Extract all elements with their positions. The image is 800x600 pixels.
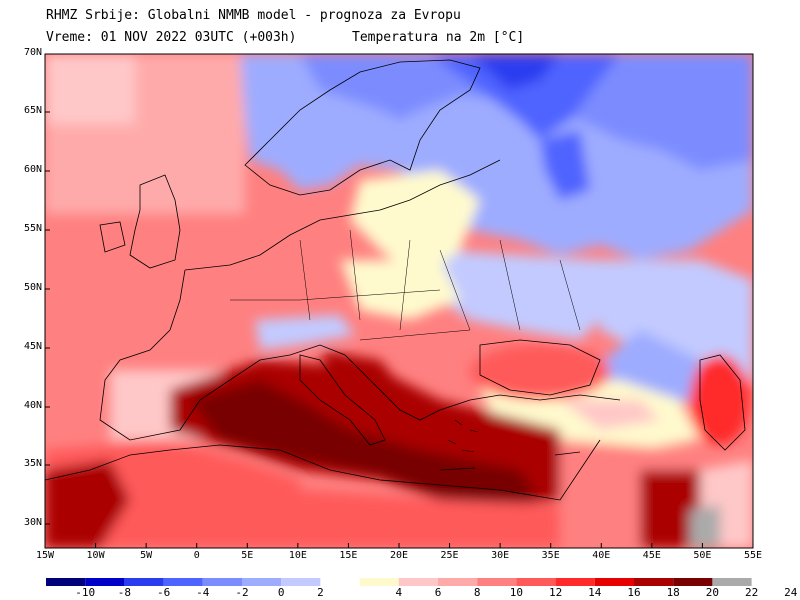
lat-label: 50N [23, 282, 42, 293]
lon-label: 35E [541, 550, 560, 561]
lat-label: 70N [23, 47, 42, 58]
temperature-legend [46, 578, 752, 586]
legend-swatch [242, 578, 282, 586]
legend-tick-label: 14 [588, 586, 602, 599]
lon-label: 25E [440, 550, 459, 561]
legend-swatch [163, 578, 203, 586]
legend-swatch [477, 578, 517, 586]
legend-swatch [634, 578, 674, 586]
lon-label: 40E [592, 550, 611, 561]
legend-tick-label: -8 [117, 586, 132, 599]
legend-tick-label: 8 [473, 586, 481, 599]
lon-label: 0 [193, 550, 200, 561]
legend-tick-label: -10 [75, 586, 96, 599]
legend-swatch [673, 578, 713, 586]
axis-ticks [44, 53, 754, 548]
legend-tick-label: 10 [509, 586, 524, 599]
header-title: RHMZ Srbije: Globalni NMMB model - progn… [46, 8, 461, 23]
lon-label: 10E [288, 550, 307, 561]
legend-swatch [124, 578, 164, 586]
lat-label: 55N [23, 223, 42, 234]
legend-tick-label: 20 [705, 586, 720, 599]
legend-tick-label: 24 [784, 586, 798, 599]
legend-tick-label: 22 [744, 586, 759, 599]
legend-tick-label: 18 [666, 586, 680, 599]
lon-label: 5W [140, 550, 153, 561]
header-run-time: Vreme: 01 NOV 2022 03UTC (+003h) [46, 30, 297, 45]
legend-swatch [359, 578, 399, 586]
legend-tick-label: -2 [235, 586, 249, 599]
legend-tick-label: -6 [156, 586, 171, 599]
lon-label: 5E [241, 550, 254, 561]
lat-label: 40N [23, 400, 42, 411]
legend-tick-label: 6 [434, 586, 442, 599]
legend-swatch [46, 578, 86, 586]
legend-tick-label: 0 [277, 586, 285, 599]
lat-label: 65N [23, 105, 42, 116]
legend-swatch [712, 578, 752, 586]
legend-swatch [555, 578, 595, 586]
legend-swatch [85, 578, 125, 586]
legend-tick-label: -4 [196, 586, 210, 599]
header-variable: Temperatura na 2m [°C] [352, 30, 525, 45]
lon-label: 55E [743, 550, 762, 561]
lat-label: 35N [23, 458, 42, 469]
temperature-field [45, 54, 753, 548]
legend-swatch [281, 578, 321, 586]
lat-label: 45N [23, 341, 42, 352]
coastlines [45, 59, 746, 501]
lon-label: 20E [389, 550, 409, 561]
lon-label: 15W [35, 550, 55, 561]
legend-tick-label: 2 [317, 586, 324, 599]
legend-swatch [398, 578, 438, 586]
legend-swatch [202, 578, 242, 586]
lon-label: 50E [693, 550, 712, 561]
legend-swatch [594, 578, 634, 586]
legend-swatch [438, 578, 478, 586]
legend-swatch [516, 578, 556, 586]
legend-swatch [320, 578, 360, 586]
lon-label: 30E [491, 550, 510, 561]
legend-tick-label: 4 [395, 586, 403, 599]
legend-tick-label: 16 [627, 586, 641, 599]
lon-label: 10W [86, 550, 105, 561]
lat-label: 30N [23, 517, 42, 528]
lon-label: 15E [339, 550, 358, 561]
lon-label: 45E [642, 550, 661, 561]
lat-label: 60N [23, 164, 42, 175]
legend-tick-label: 12 [548, 586, 563, 599]
